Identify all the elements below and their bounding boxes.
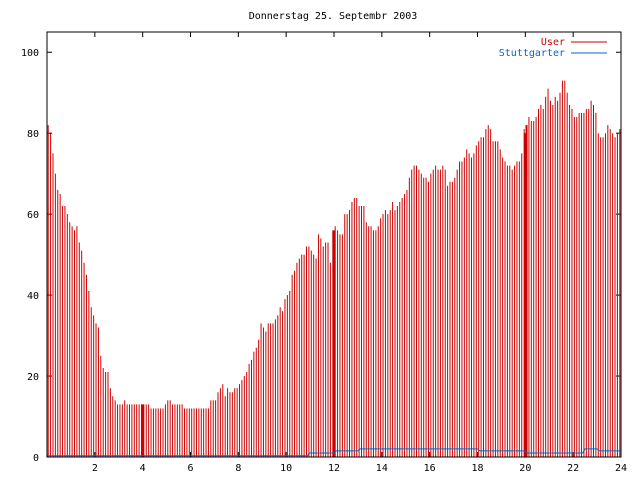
y-tick-label: 100 — [21, 48, 39, 59]
stuttgarter-series-line — [47, 448, 621, 457]
x-tick-label: 18 — [471, 463, 483, 474]
x-tick-label: 20 — [519, 463, 531, 474]
legend: User Stuttgarter — [499, 37, 607, 59]
user-marker-series — [141, 125, 528, 457]
y-tick-label: 40 — [27, 291, 39, 302]
x-tick-label: 6 — [187, 463, 193, 474]
x-tick-label: 24 — [615, 463, 627, 474]
x-tick-label: 2 — [92, 463, 98, 474]
legend-user-label: User — [541, 37, 565, 48]
x-tick-label: 10 — [280, 463, 292, 474]
legend-stuttgarter-label: Stuttgarter — [499, 48, 565, 59]
x-tick-label: 4 — [140, 463, 146, 474]
y-tick-label: 60 — [27, 210, 39, 221]
x-axis: 2 4 6 8 10 12 14 16 18 20 22 24 — [92, 32, 627, 474]
x-tick-label: 16 — [424, 463, 436, 474]
user-series — [47, 80, 621, 457]
y-axis: 0 20 40 60 80 100 — [21, 48, 621, 464]
y-tick-label: 80 — [27, 129, 39, 140]
x-tick-label: 12 — [328, 463, 340, 474]
x-tick-label: 22 — [567, 463, 579, 474]
x-tick-label: 8 — [235, 463, 241, 474]
y-tick-label: 0 — [33, 453, 39, 464]
chart-title: Donnerstag 25. Septembr 2003 — [249, 11, 418, 22]
y-tick-label: 20 — [27, 372, 39, 383]
x-tick-label: 14 — [376, 463, 388, 474]
plot-frame — [46, 31, 622, 458]
